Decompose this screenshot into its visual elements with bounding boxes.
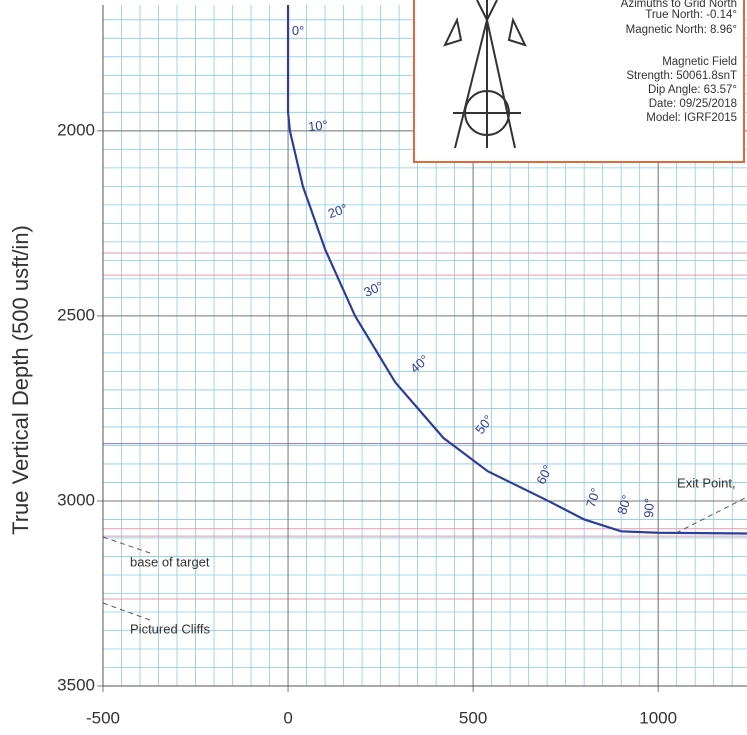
info-text: Magnetic North: 8.96° [625,24,737,36]
inclination-label: 10° [307,117,328,134]
inclination-label: 0° [292,23,304,38]
x-tick-label: 500 [459,708,487,727]
inclination-label: 60° [533,462,555,486]
x-tick-label: 1000 [639,708,677,727]
inclination-label: 70° [583,486,603,509]
inclination-label: 40° [407,352,432,376]
y-tick-label: 3500 [57,675,95,694]
x-tick-label: -500 [86,708,120,727]
info-text: True North: -0.14° [645,9,737,21]
inclination-label: 80° [614,493,634,516]
leader-line [675,496,747,534]
info-text: Dip Angle: 63.57° [648,84,737,96]
annotation: base of target [130,555,210,570]
leader-line [102,536,151,554]
y-axis-label: True Vertical Depth (500 usft/in) [8,225,33,535]
annotation: Exit Point, [677,475,736,490]
leader-line [102,602,151,621]
north-arrow [443,0,527,149]
inclination-label: 20° [326,201,350,222]
info-text: Azimuths to Grid North [620,0,737,10]
y-tick-label: 2000 [57,120,95,139]
annotation: Pictured Cliffs [130,622,210,637]
info-text: Date: 09/25/2018 [648,98,737,110]
inclination-label: 30° [361,278,385,300]
info-text: Model: IGRF2015 [646,112,737,124]
info-text: Strength: 50061.8snT [626,70,737,82]
well-path [286,5,747,535]
inclination-label: 50° [472,412,496,437]
y-tick-label: 3000 [57,490,95,509]
inclination-label: 90° [641,498,657,518]
info-box: Azimuths to Grid North True North: -0.14°… [413,0,745,163]
info-text: Magnetic Field [662,56,737,68]
x-tick-label: 0 [283,708,292,727]
y-tick-label: 2500 [57,305,95,324]
